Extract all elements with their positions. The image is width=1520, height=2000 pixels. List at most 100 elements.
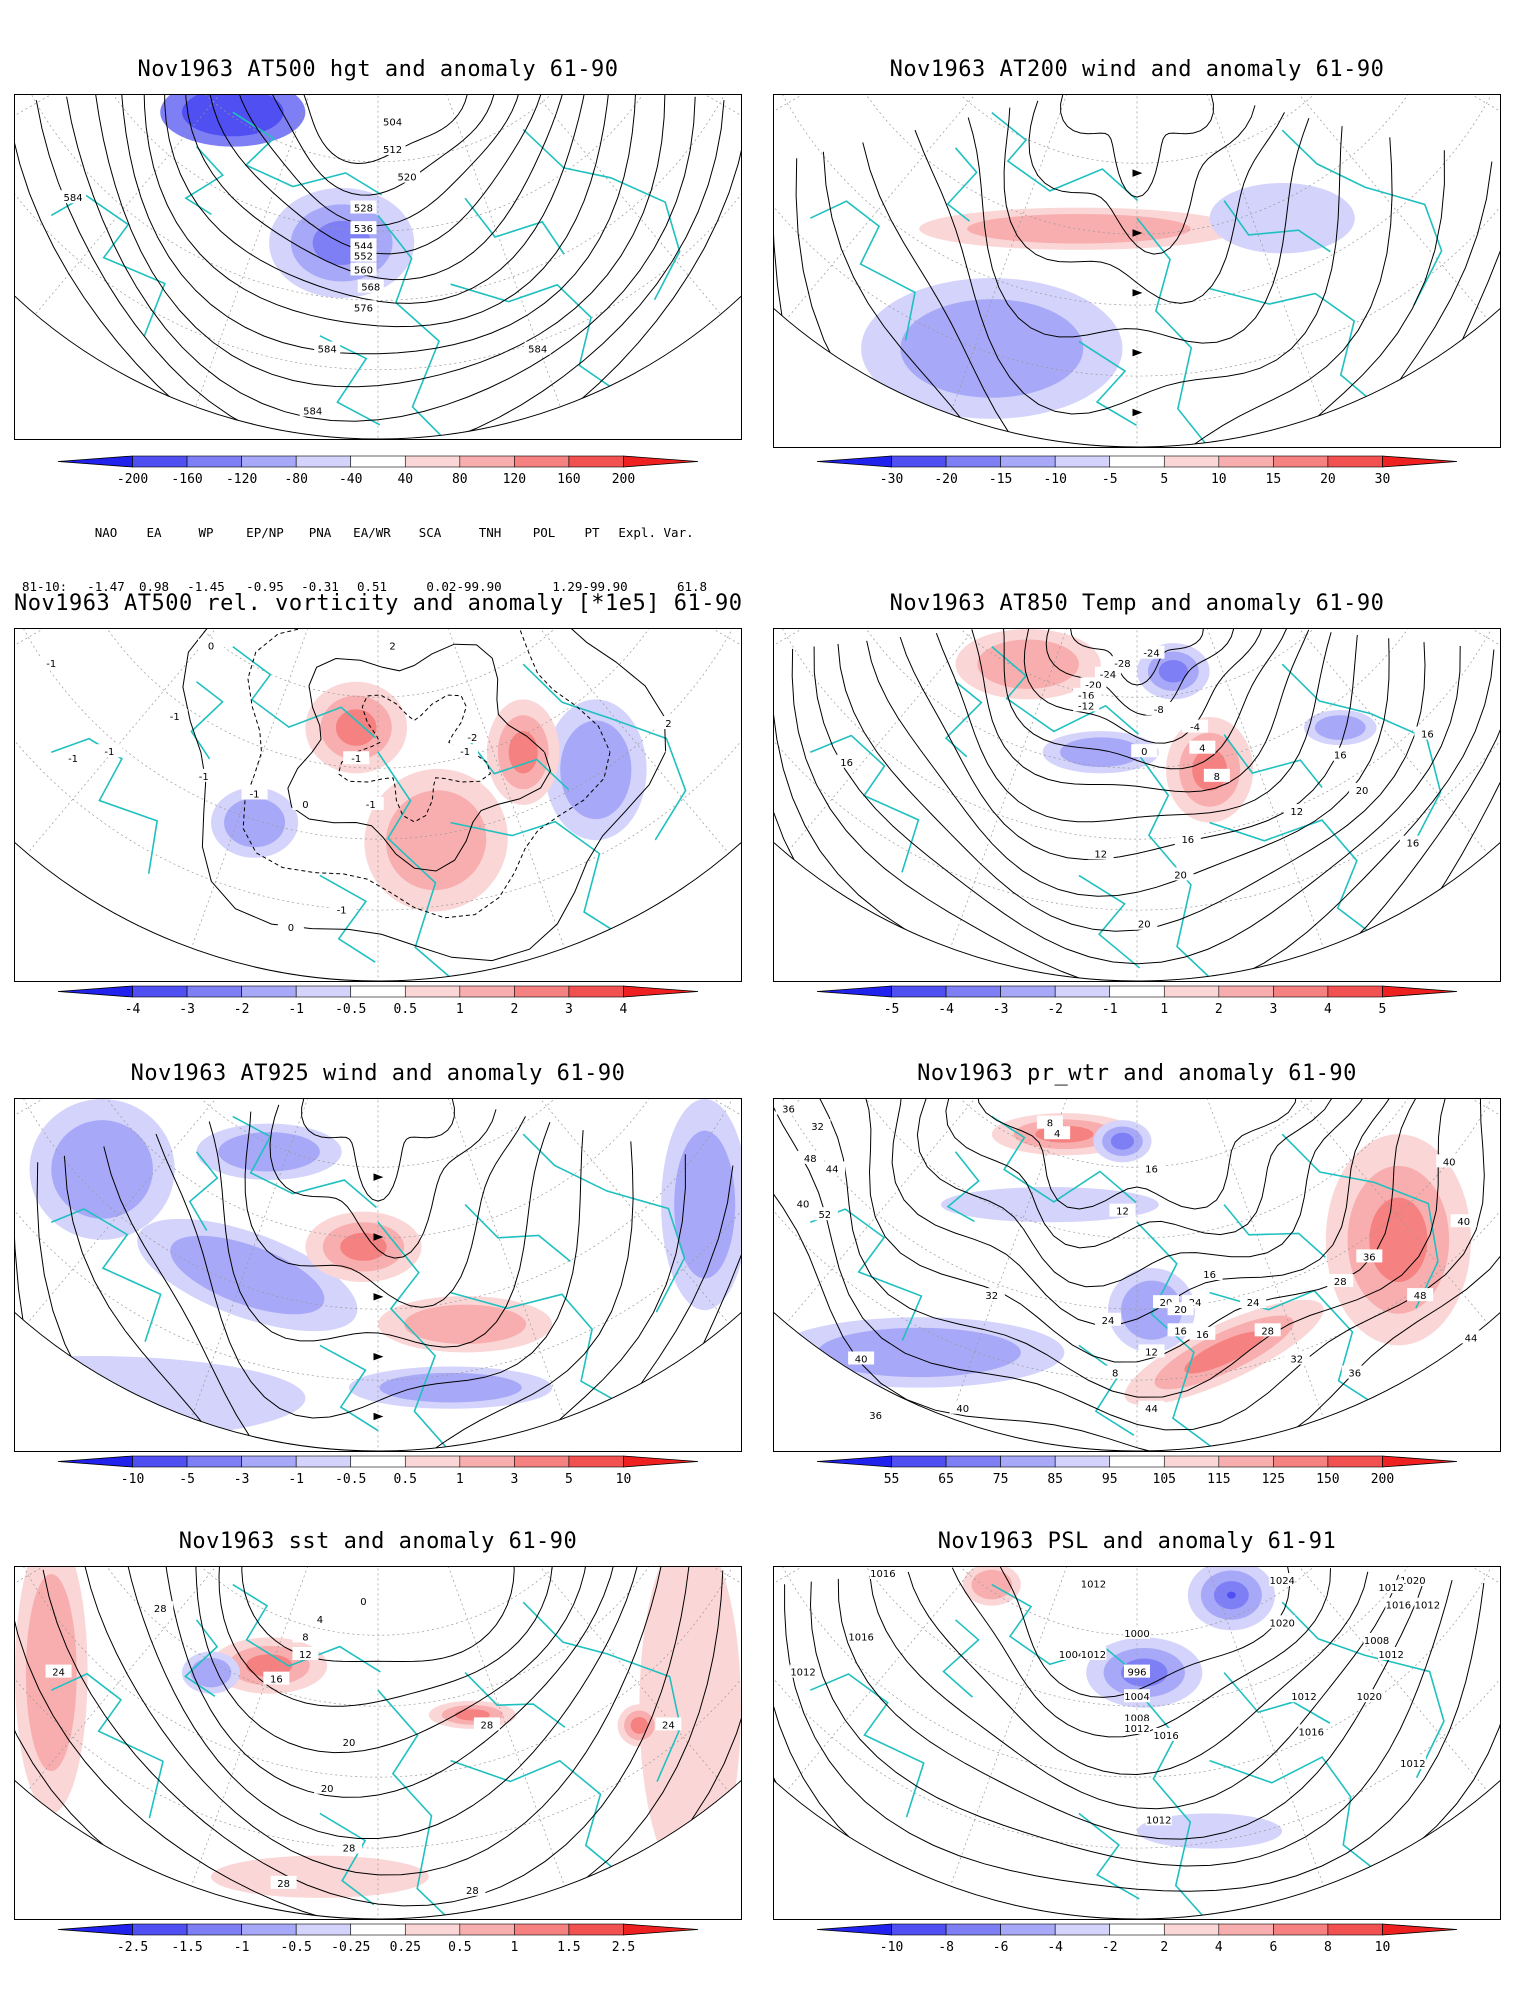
negative-anomaly-shading [1158, 659, 1188, 683]
contour-label: -20 [1085, 680, 1101, 691]
latitude-circle [774, 1099, 1500, 1381]
streamline-arrow [1132, 169, 1143, 177]
contour-label: 1004 [1124, 1692, 1149, 1703]
contour-label: -1 [170, 712, 180, 723]
colorbar-tick-label: 0.5 [394, 1002, 417, 1017]
colorbar-tick-label: -0.5 [335, 1002, 366, 1017]
colorbar-cell [350, 1923, 406, 1936]
map-psl: 1016 1012 1004 1024 1020 1016 1012 1020 1012 1016… [773, 1566, 1501, 1920]
negative-anomaly-shading [218, 1132, 320, 1172]
contour-label: 24 [1102, 1316, 1115, 1327]
map-wind200 [773, 94, 1501, 448]
contour-label: 16 [1421, 730, 1434, 741]
longitude-line [1136, 95, 1500, 175]
panel-title: Nov1963 pr_wtr and anomaly 61-90 [917, 1061, 1357, 1086]
colorbar-tick-label: 200 [612, 472, 635, 487]
contour-label: 24 [52, 1668, 65, 1679]
coastlines [51, 645, 687, 981]
colorbar-cell [1054, 455, 1111, 468]
positive-anomaly-shading [245, 1654, 293, 1677]
contour-label: 520 [397, 173, 416, 184]
tele-value: 61.8 [676, 579, 708, 594]
colorbar-tick-label: -10 [1043, 472, 1066, 487]
tele-header: PT [584, 525, 600, 540]
tele-header: EA/WR [353, 525, 391, 540]
colorbar-tick-label: 120 [503, 472, 526, 487]
colorbar-tick-label: 55 [884, 1472, 900, 1487]
colorbar-tick-label: 5 [1379, 1002, 1387, 1017]
contour-label: 12 [1145, 1347, 1158, 1358]
colorbar-cell [295, 1923, 352, 1936]
contour-label: 8 [302, 1632, 308, 1643]
tele-value: -0.31 [301, 579, 339, 594]
contour-label: 40 [1443, 1157, 1456, 1168]
colorbar-cell [295, 1455, 352, 1468]
colorbar-cell [514, 1455, 570, 1468]
negative-anomaly-shading [900, 299, 1084, 398]
contour-label: 584 [528, 345, 547, 356]
positive-anomaly-shading [211, 1855, 429, 1898]
colorbar-tick-label: 95 [1102, 1472, 1118, 1487]
colorbar-cell [1327, 1923, 1383, 1936]
contour-label: 1012 [1415, 1601, 1440, 1612]
negative-anomaly-shading [1137, 1813, 1283, 1849]
contour-label: 24 [1247, 1298, 1260, 1309]
positive-anomaly-shading [404, 1304, 527, 1344]
map-temp850: -24 -28 -24 -20 -16 -12 -8 -4 0 4 8 12 16 16 16 16 20 20 2… [773, 628, 1501, 982]
contour-label: 1012 [1146, 1815, 1171, 1826]
negative-anomaly-shading [15, 1355, 306, 1441]
positive-anomaly-shading [508, 731, 538, 774]
colorbar-cell [132, 1923, 188, 1936]
tele-row-label: 81-10: [22, 579, 68, 594]
colorbar-cell [350, 455, 406, 468]
tele-value: 0.51 [356, 579, 388, 594]
colorbar-tick-label: 3 [510, 1472, 518, 1487]
colorbar-arrow-right [623, 1923, 699, 1936]
contour-label: 48 [1414, 1291, 1427, 1302]
colorbar-tick-label: 20 [1320, 472, 1336, 487]
colorbar-wind200: -30 -20 -15 -10 -5 5 10 15 20 30 [816, 454, 1458, 494]
contour-label: 0 [208, 642, 214, 653]
colorbar-tick-label: -5 [884, 1002, 900, 1017]
colorbar-tick-label: -4 [1047, 1940, 1063, 1955]
coastlines [809, 645, 1442, 977]
colorbar-arrow-left [57, 1455, 133, 1468]
colorbar-cell [186, 1923, 242, 1936]
contour-label: 584 [318, 345, 337, 356]
colorbar-cell [1273, 985, 1329, 998]
colorbar-tick-label: 5 [565, 1472, 573, 1487]
colorbar-tick-label: -2 [1102, 1940, 1118, 1955]
colorbar-cell [186, 455, 242, 468]
colorbar-tick-label: -10 [121, 1472, 144, 1487]
colorbar-tick-label: 40 [397, 472, 413, 487]
colorbar-cell [1163, 1923, 1220, 1936]
longitude-line [774, 95, 1138, 175]
streamline-arrow [1132, 229, 1143, 237]
colorbar-tick-label: 115 [1207, 1472, 1230, 1487]
latitude-circle [774, 1567, 1500, 1849]
panel-title: Nov1963 AT850 Temp and anomaly 61-90 [889, 591, 1385, 616]
colorbar-tick-label: 10 [1211, 472, 1227, 487]
colorbar-arrow-left [816, 1455, 892, 1468]
contour-label: 40 [1457, 1217, 1470, 1228]
colorbar-tick-label: 65 [938, 1472, 954, 1487]
contour-label: 568 [361, 283, 380, 294]
contour-label: 16 [1407, 839, 1420, 850]
contour-label: 16 [1174, 1326, 1187, 1337]
contour-label: -1 [460, 747, 470, 758]
negative-anomaly-shading [170, 1235, 325, 1315]
colorbar-tick-label: 200 [1371, 1472, 1394, 1487]
colorbar-tick-label: -1 [288, 1472, 304, 1487]
coastlines [809, 1583, 1445, 1919]
colorbar-cell [891, 455, 947, 468]
colorbar-tick-label: -0.5 [281, 1940, 312, 1955]
contour-label: 16 [840, 758, 853, 769]
longitude-line [377, 95, 561, 407]
colorbar-arrow-left [816, 985, 892, 998]
colorbar-cell [945, 1923, 1001, 1936]
colorbar-tick-label: -120 [226, 472, 257, 487]
contour-label: 16 [1145, 1164, 1158, 1175]
colorbar-tick-label: -0.5 [335, 1472, 366, 1487]
colorbar-cell [891, 1923, 947, 1936]
tele-value-row: 81-10: -1.47 0.98 -1.45 -0.95 -0.31 0.51 0.02-… [22, 578, 732, 596]
